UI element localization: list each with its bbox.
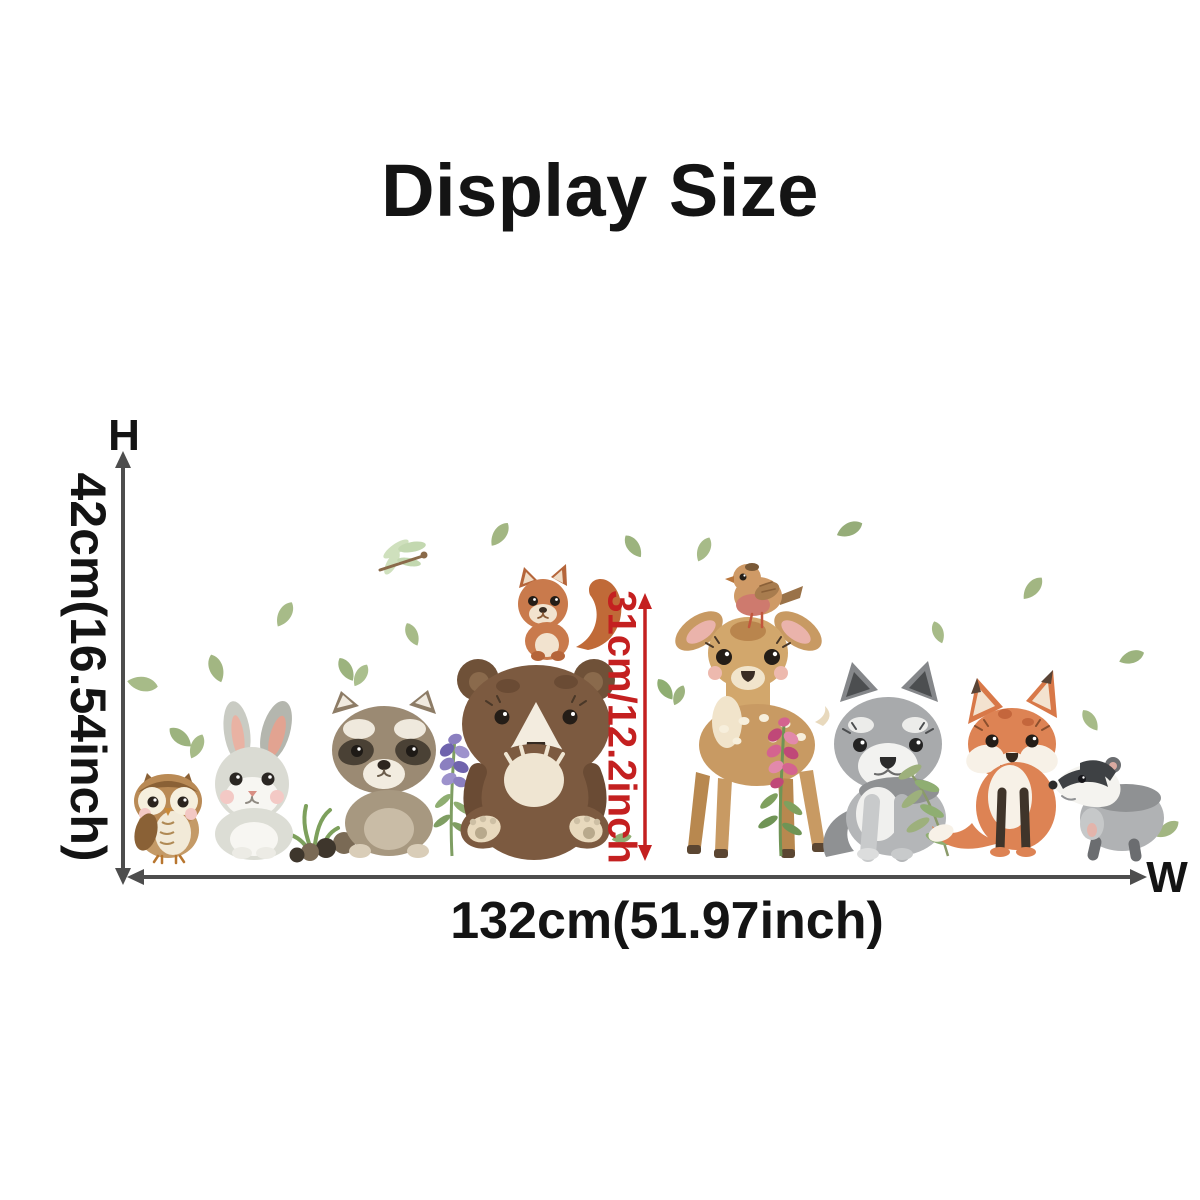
inner-height-arrow-icon xyxy=(638,593,652,861)
height-axis-label: H xyxy=(108,411,140,460)
inner-height-value: 31cm/12.2inch xyxy=(599,590,644,864)
page-title: Display Size xyxy=(381,149,819,232)
squirrel-icon xyxy=(518,564,622,661)
raccoon-icon xyxy=(289,690,436,863)
width-value: 132cm(51.97inch) xyxy=(450,892,884,950)
bird-icon xyxy=(725,563,803,629)
pink-flower-icon xyxy=(758,717,803,857)
fox-icon xyxy=(928,670,1058,857)
rabbit-icon xyxy=(215,700,293,860)
height-arrow-icon xyxy=(115,451,131,885)
badger-icon xyxy=(1048,757,1164,862)
owl-icon xyxy=(134,773,202,865)
width-arrow-icon xyxy=(127,869,1147,885)
width-axis-label: W xyxy=(1146,853,1188,902)
height-value: 42cm(16.54inch) xyxy=(60,472,116,862)
bear-icon xyxy=(457,659,615,860)
dragonfly-icon xyxy=(378,539,428,575)
